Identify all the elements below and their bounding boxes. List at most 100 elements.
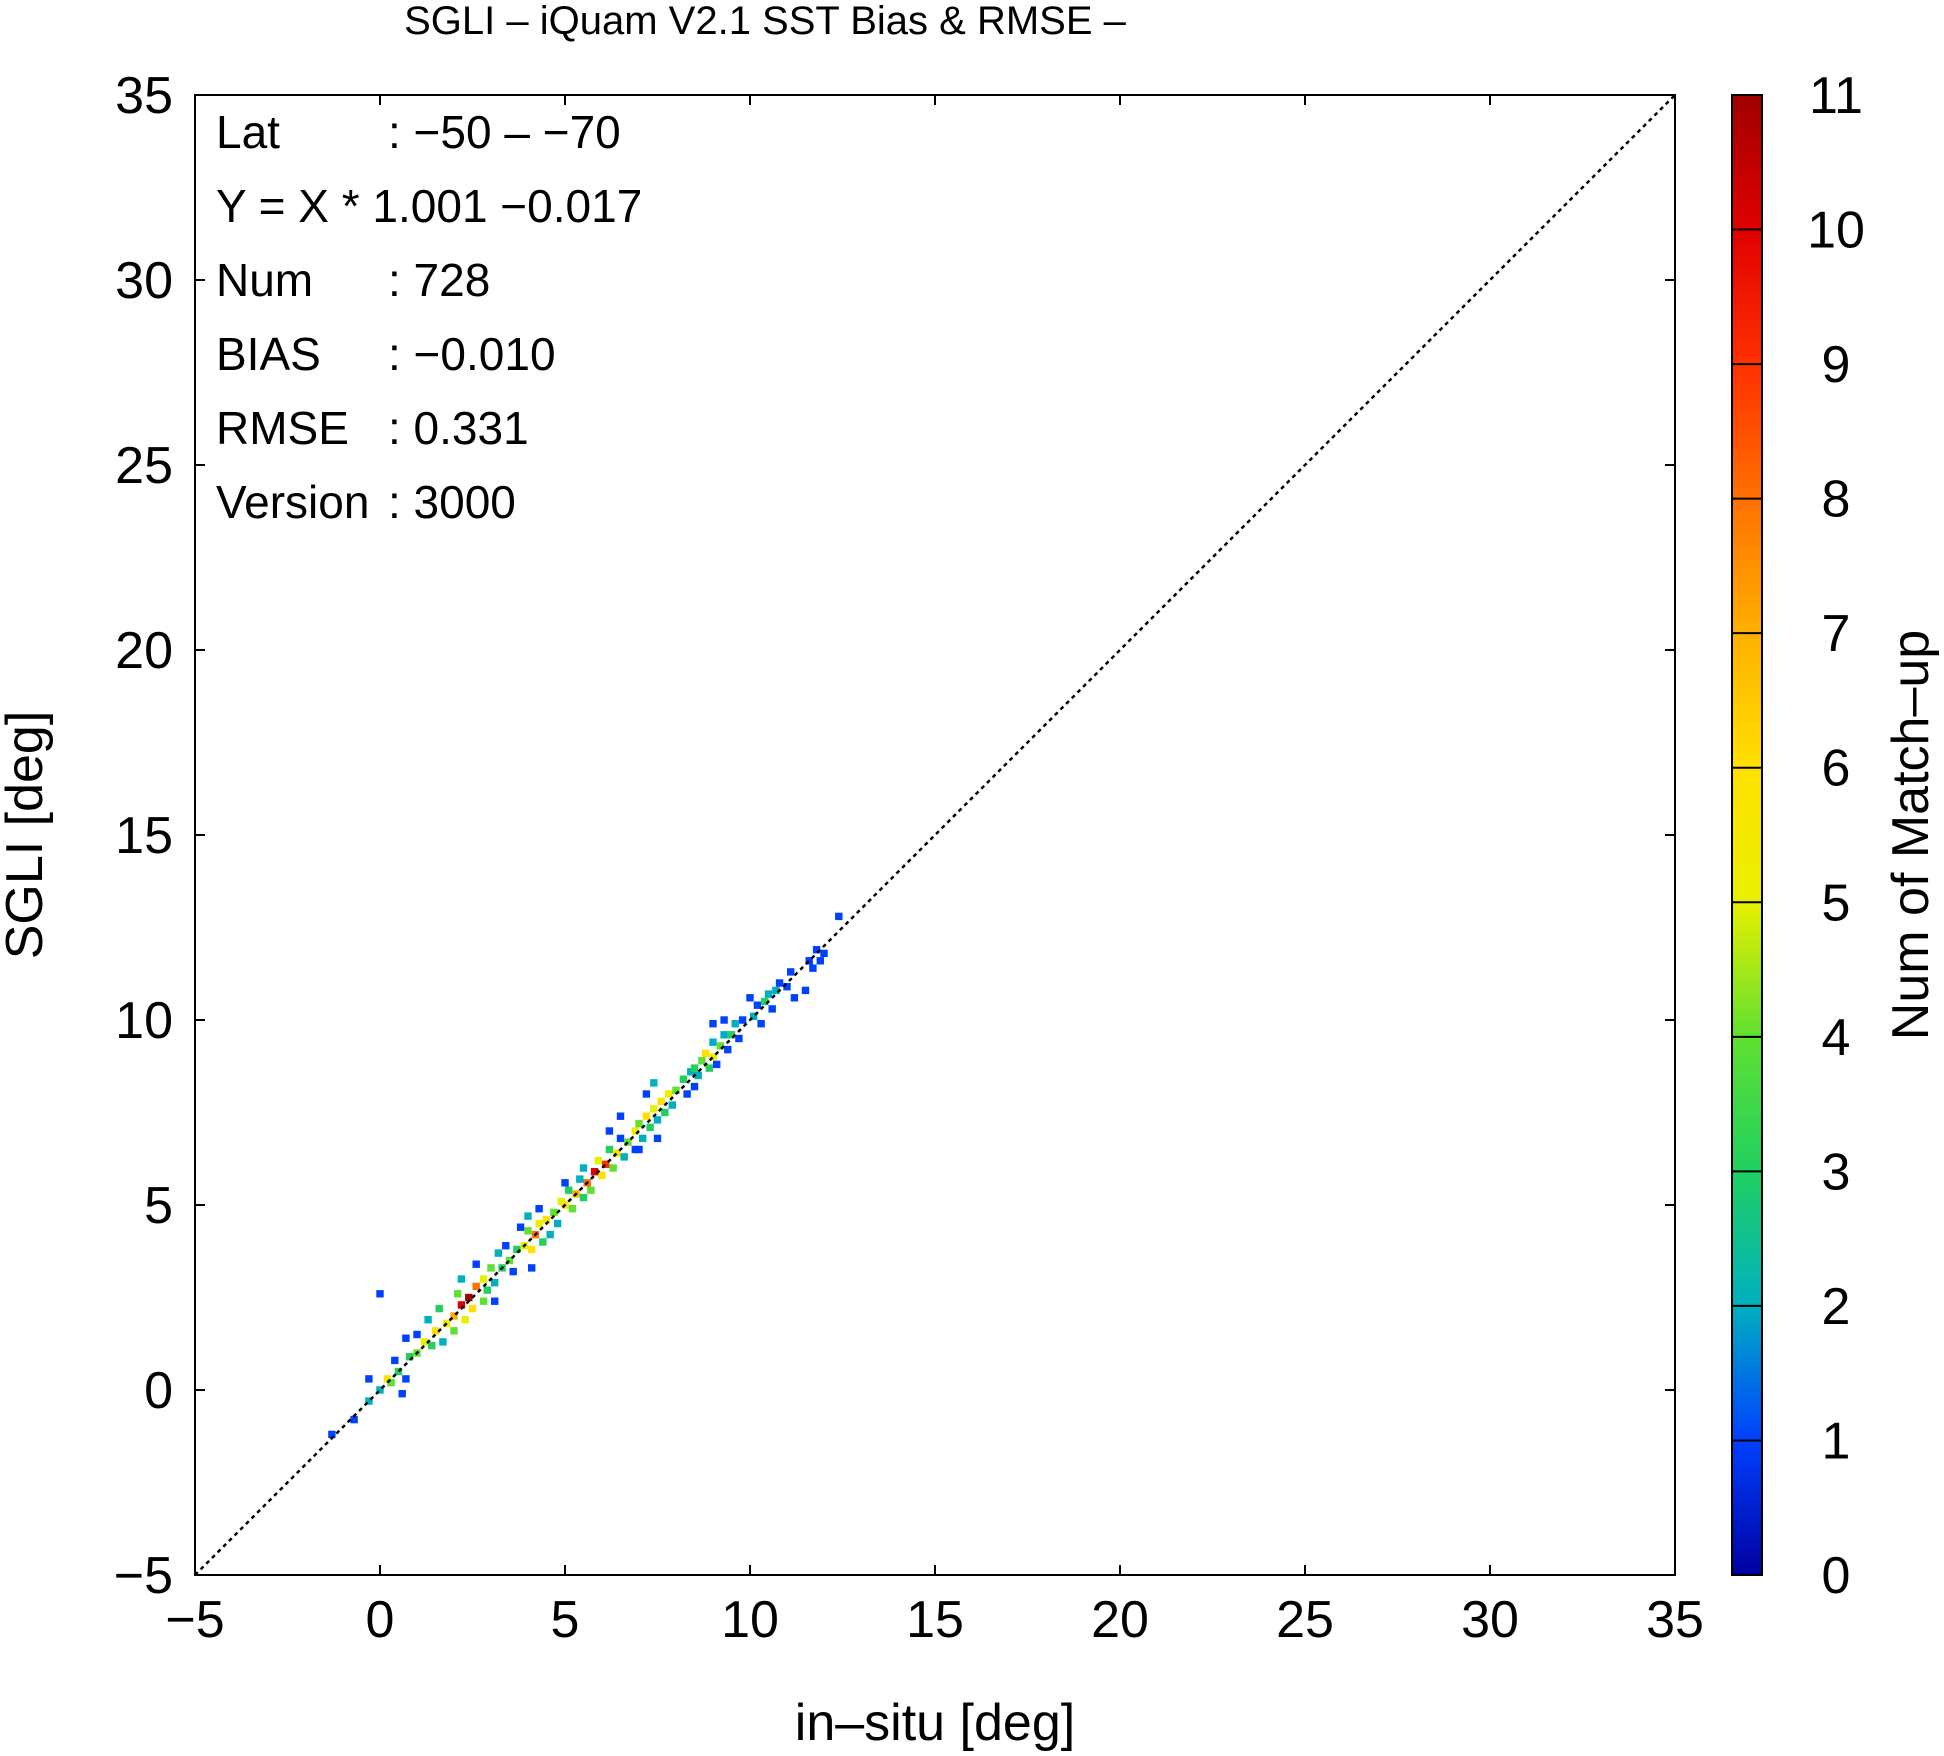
heatmap-cell-18 [431,1327,440,1335]
heatmap-cell-68 [587,1186,595,1194]
heatmap-cell-32 [479,1297,488,1305]
heatmap-cell-91 [642,1090,651,1098]
heatmap-cell-105 [701,1049,710,1057]
heatmap-cell-100 [683,1090,691,1098]
heatmap-cell-53 [535,1205,543,1213]
heatmap-cell-27 [461,1316,469,1324]
x-axis-label: in–situ [deg] [795,1694,1075,1752]
heatmap-cell-103 [694,1071,702,1080]
heatmap-cell-73 [605,1145,614,1154]
heatmap-cell-40 [505,1256,514,1265]
heatmap-cell-35 [487,1264,495,1272]
heatmap-cell-46 [524,1227,532,1235]
heatmap-cell-77 [620,1153,628,1161]
heatmap-cell-15 [413,1330,421,1339]
colorbar-tick-label: 5 [1822,874,1851,932]
heatmap-cell-31 [457,1275,466,1283]
stats-label-1: Y = X * 1.001 −0.017 [216,180,642,232]
heatmap-cell-89 [653,1116,662,1124]
colorbar-ticks: 0 1 2 3 4 5 6 7 8 9 10 11 [1732,67,1865,1605]
heatmap-cell-108 [709,1038,717,1046]
heatmap-cell-16 [402,1334,410,1342]
heatmap-cell-109 [716,1042,725,1050]
heatmap-cell-54 [546,1230,554,1239]
heatmap-cell-9 [398,1390,406,1398]
heatmap-cell-84 [635,1119,643,1128]
colorbar-tick-label: 0 [1822,1547,1851,1605]
heatmap-cell-59 [553,1219,562,1228]
heatmap-cell-23 [450,1312,458,1320]
y-axis-label: SGLI [deg] [0,711,54,960]
heatmap-cell-79 [605,1127,614,1135]
heatmap-cell-88 [650,1105,658,1113]
heatmap-cell-28 [465,1293,473,1302]
colorbar-tick-label: 2 [1822,1278,1851,1336]
heatmap-cell-29 [468,1304,477,1313]
heatmap-cell-104 [698,1057,706,1065]
one-to-one-line [194,94,1676,1576]
x-tick-label: 20 [1091,1591,1149,1649]
heatmap-cell-136 [809,964,817,972]
stats-label-3: BIAS [216,328,321,380]
heatmap-cell-51 [539,1238,547,1246]
stats-label-2: Num [216,254,313,306]
heatmap-cell-75 [613,1149,621,1157]
heatmap-cell-92 [661,1108,669,1117]
heatmap-cell-81 [561,1179,569,1187]
heatmap-cell-121 [753,1001,762,1009]
heatmap-cell-19 [424,1316,432,1324]
heatmap-cell-26 [454,1290,462,1298]
colorbar-tick-label: 4 [1822,1009,1851,1067]
heatmap-cell-97 [653,1134,662,1143]
heatmap-cell-83 [631,1127,639,1135]
heatmap-cell-6 [383,1375,392,1383]
x-tick-label: 0 [366,1591,395,1649]
heatmap-cell-127 [775,979,784,987]
heatmap-cell-43 [513,1245,521,1254]
heatmap-cell-76 [616,1134,625,1143]
heatmap-cell-132 [805,957,813,965]
colorbar-tick-label: 6 [1822,740,1851,798]
stats-box: Lat: −50 – −70 Y = X * 1.001 −0.017 Num: 7… [216,106,642,528]
heatmap-cell-90 [657,1097,665,1106]
y-tick-label: 35 [115,67,173,125]
heatmap-cell-98 [635,1145,643,1154]
chart-title: SGLI – iQuam V2.1 SST Bias & RMSE – [404,0,1127,43]
y-tick-label: 15 [115,807,173,865]
y-tick-label: 10 [115,992,173,1050]
heatmap-cell-1 [350,1415,358,1424]
x-tick-label: 25 [1276,1591,1334,1649]
heatmap-cell-7 [387,1378,395,1387]
heatmap-cell-14 [420,1338,429,1346]
heatmap-cell-96 [650,1079,658,1087]
heatmap-cell-4 [365,1375,373,1383]
heatmap-cell-120 [750,1012,758,1020]
heatmap-cell-10 [391,1356,399,1365]
heatmap-cell-52 [542,1216,551,1224]
heatmap-cell-129 [787,968,795,976]
heatmap-cell-110 [713,1060,721,1069]
colorbar-tick-label: 7 [1822,605,1851,663]
x-tick-label: 5 [551,1591,580,1649]
heatmap-cell-124 [764,990,773,998]
heatmap-cell-64 [576,1175,584,1183]
heatmap-cell-78 [624,1138,632,1146]
heatmap-cell-39 [494,1249,503,1257]
heatmap-cell-41 [502,1242,510,1250]
heatmap-cell-12 [405,1353,414,1361]
heatmap-cell-8 [394,1367,403,1376]
heatmap-cell-37 [491,1279,499,1287]
heatmap-cell-0 [328,1430,336,1439]
colorbar-label: Num of Match–up [1882,630,1940,1040]
heatmap-cell-67 [579,1164,588,1172]
heatmap-cell-74 [609,1164,617,1172]
stats-value-5: : 3000 [388,476,516,528]
heatmap-cell-56 [528,1264,536,1272]
colorbar-tick-label: 10 [1807,202,1865,260]
heatmap-cell-2 [365,1397,373,1405]
heatmap-cell-82 [616,1112,625,1120]
heatmap-cell-85 [639,1134,647,1143]
heatmap-cell-44 [491,1297,499,1305]
heatmap-cell-99 [679,1075,688,1083]
